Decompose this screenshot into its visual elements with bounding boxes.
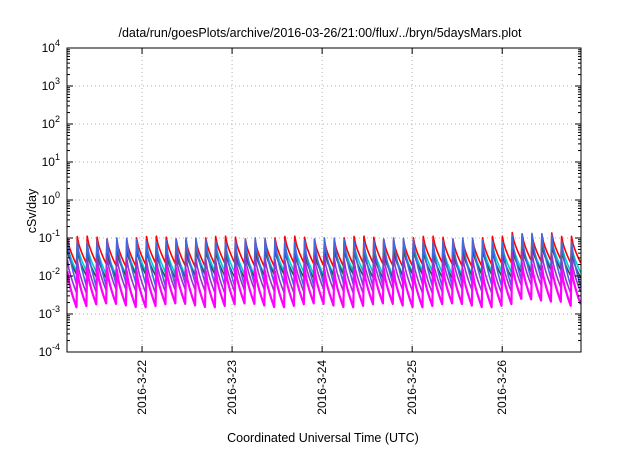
- series-line: [66, 261, 582, 309]
- x-tick-label: 2016-3-24: [315, 360, 329, 415]
- chart-title: /data/run/goesPlots/archive/2016-03-26/2…: [118, 26, 522, 40]
- x-axis-label: Coordinated Universal Time (UTC): [227, 431, 419, 445]
- y-tick-label: 103: [42, 76, 60, 93]
- x-tick-label: 2016-3-25: [405, 360, 419, 415]
- y-axis-label: cSv/day: [25, 188, 39, 233]
- x-tick-label: 2016-3-26: [495, 360, 509, 415]
- y-tick-label: 102: [42, 114, 60, 131]
- y-tick-label: 104: [42, 38, 60, 55]
- y-axis: 10-4 10-3 10-2 10-1 100 101 102 103 104: [39, 38, 581, 359]
- y-tick-label: 10-3: [39, 304, 60, 321]
- x-axis: 2016-3-22 2016-3-23 2016-3-24 2016-3-25 2016…: [135, 48, 509, 415]
- x-tick-label: 2016-3-23: [225, 360, 239, 415]
- y-tick-label: 100: [42, 190, 60, 207]
- x-tick-label: 2016-3-22: [135, 360, 149, 415]
- data-series: [66, 231, 582, 309]
- grid-lines: [67, 48, 581, 352]
- y-tick-label: 10-4: [39, 342, 60, 359]
- y-tick-label: 101: [42, 152, 60, 169]
- y-tick-label: 10-2: [39, 266, 60, 283]
- y-tick-label: 10-1: [39, 228, 60, 245]
